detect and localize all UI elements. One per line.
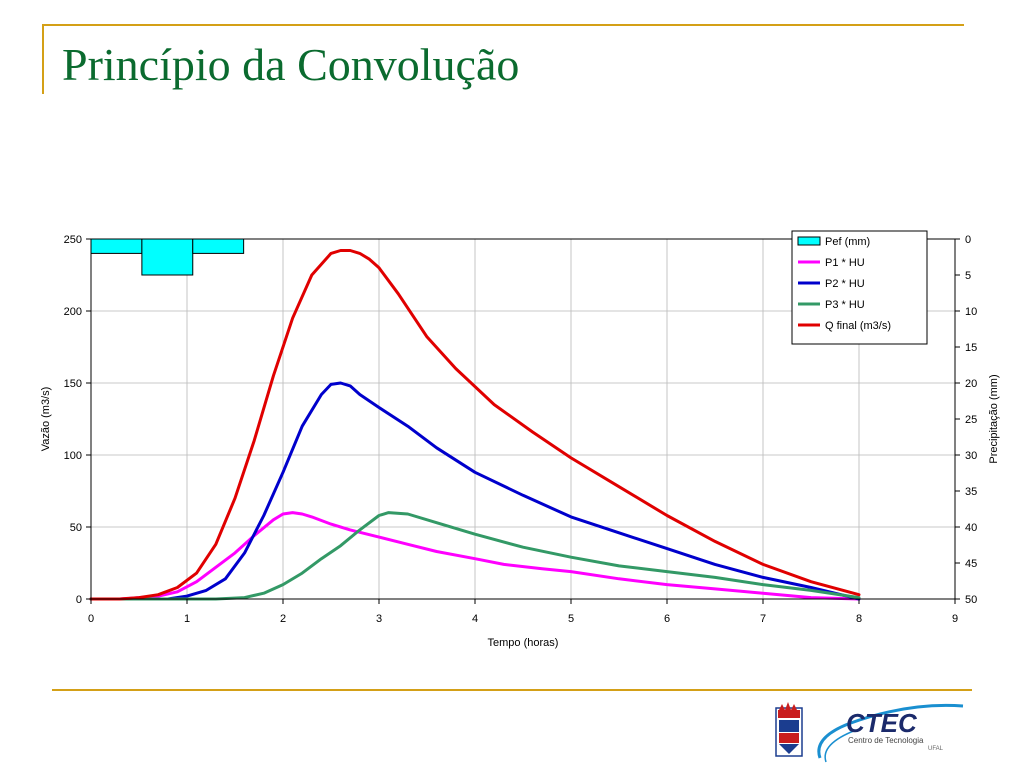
y2-axis-label: Precipitação (mm) (988, 374, 1000, 463)
y2-tick-label: 25 (965, 414, 977, 426)
svg-text:CTEC: CTEC (846, 708, 918, 738)
x-tick-label: 3 (376, 613, 382, 625)
y2-tick-label: 45 (965, 558, 977, 570)
series-line-2 (89, 381, 861, 601)
title-top-rule (42, 24, 964, 26)
x-tick-label: 8 (856, 613, 862, 625)
series-line-3 (89, 511, 861, 601)
title-side-rule (42, 24, 44, 94)
x-axis-label: Tempo (horas) (488, 637, 559, 649)
y2-tick-label: 10 (965, 306, 977, 318)
footer-logos: CTEC Centro de Tecnologia UFAL (775, 702, 964, 763)
y-tick-label: 150 (64, 378, 82, 390)
slide-title: Princípio da Convolução (62, 39, 520, 90)
x-tick-label: 5 (568, 613, 574, 625)
x-tick-label: 1 (184, 613, 190, 625)
x-tick-label: 2 (280, 613, 286, 625)
legend-label: P2 * HU (825, 278, 865, 290)
legend-label: Pef (mm) (825, 236, 870, 248)
y2-tick-label: 5 (965, 270, 971, 282)
ctec-logo: CTEC Centro de Tecnologia UFAL (817, 703, 964, 763)
footer-rule (52, 689, 972, 691)
svg-text:Centro de Tecnologia: Centro de Tecnologia (848, 736, 924, 745)
y-tick-label: 0 (76, 594, 82, 606)
y2-tick-label: 20 (965, 378, 977, 390)
precip-bar (141, 238, 194, 276)
x-tick-label: 9 (952, 613, 958, 625)
x-tick-label: 7 (760, 613, 766, 625)
series-line-4 (89, 249, 861, 601)
y-tick-label: 100 (64, 450, 82, 462)
legend-label: P3 * HU (825, 299, 865, 311)
x-tick-label: 0 (88, 613, 94, 625)
legend-label: Q final (m3/s) (825, 320, 891, 332)
legend-swatch-precip (797, 236, 821, 246)
series-line-1 (89, 511, 861, 601)
y2-tick-label: 15 (965, 342, 977, 354)
y-tick-label: 200 (64, 306, 82, 318)
legend-label: P1 * HU (825, 257, 865, 269)
y2-tick-label: 30 (965, 450, 977, 462)
y-axis-label: Vazão (m3/s) (40, 387, 52, 452)
x-tick-label: 4 (472, 613, 478, 625)
y2-tick-label: 35 (965, 486, 977, 498)
precip-bar (90, 238, 143, 254)
y-tick-label: 250 (64, 234, 82, 246)
precip-bar (192, 238, 245, 254)
y-tick-label: 50 (70, 522, 82, 534)
ufal-crest-logo (775, 702, 803, 757)
svg-text:UFAL: UFAL (928, 746, 944, 752)
y2-tick-label: 0 (965, 234, 971, 246)
y2-tick-label: 50 (965, 594, 977, 606)
y2-tick-label: 40 (965, 522, 977, 534)
x-tick-label: 6 (664, 613, 670, 625)
